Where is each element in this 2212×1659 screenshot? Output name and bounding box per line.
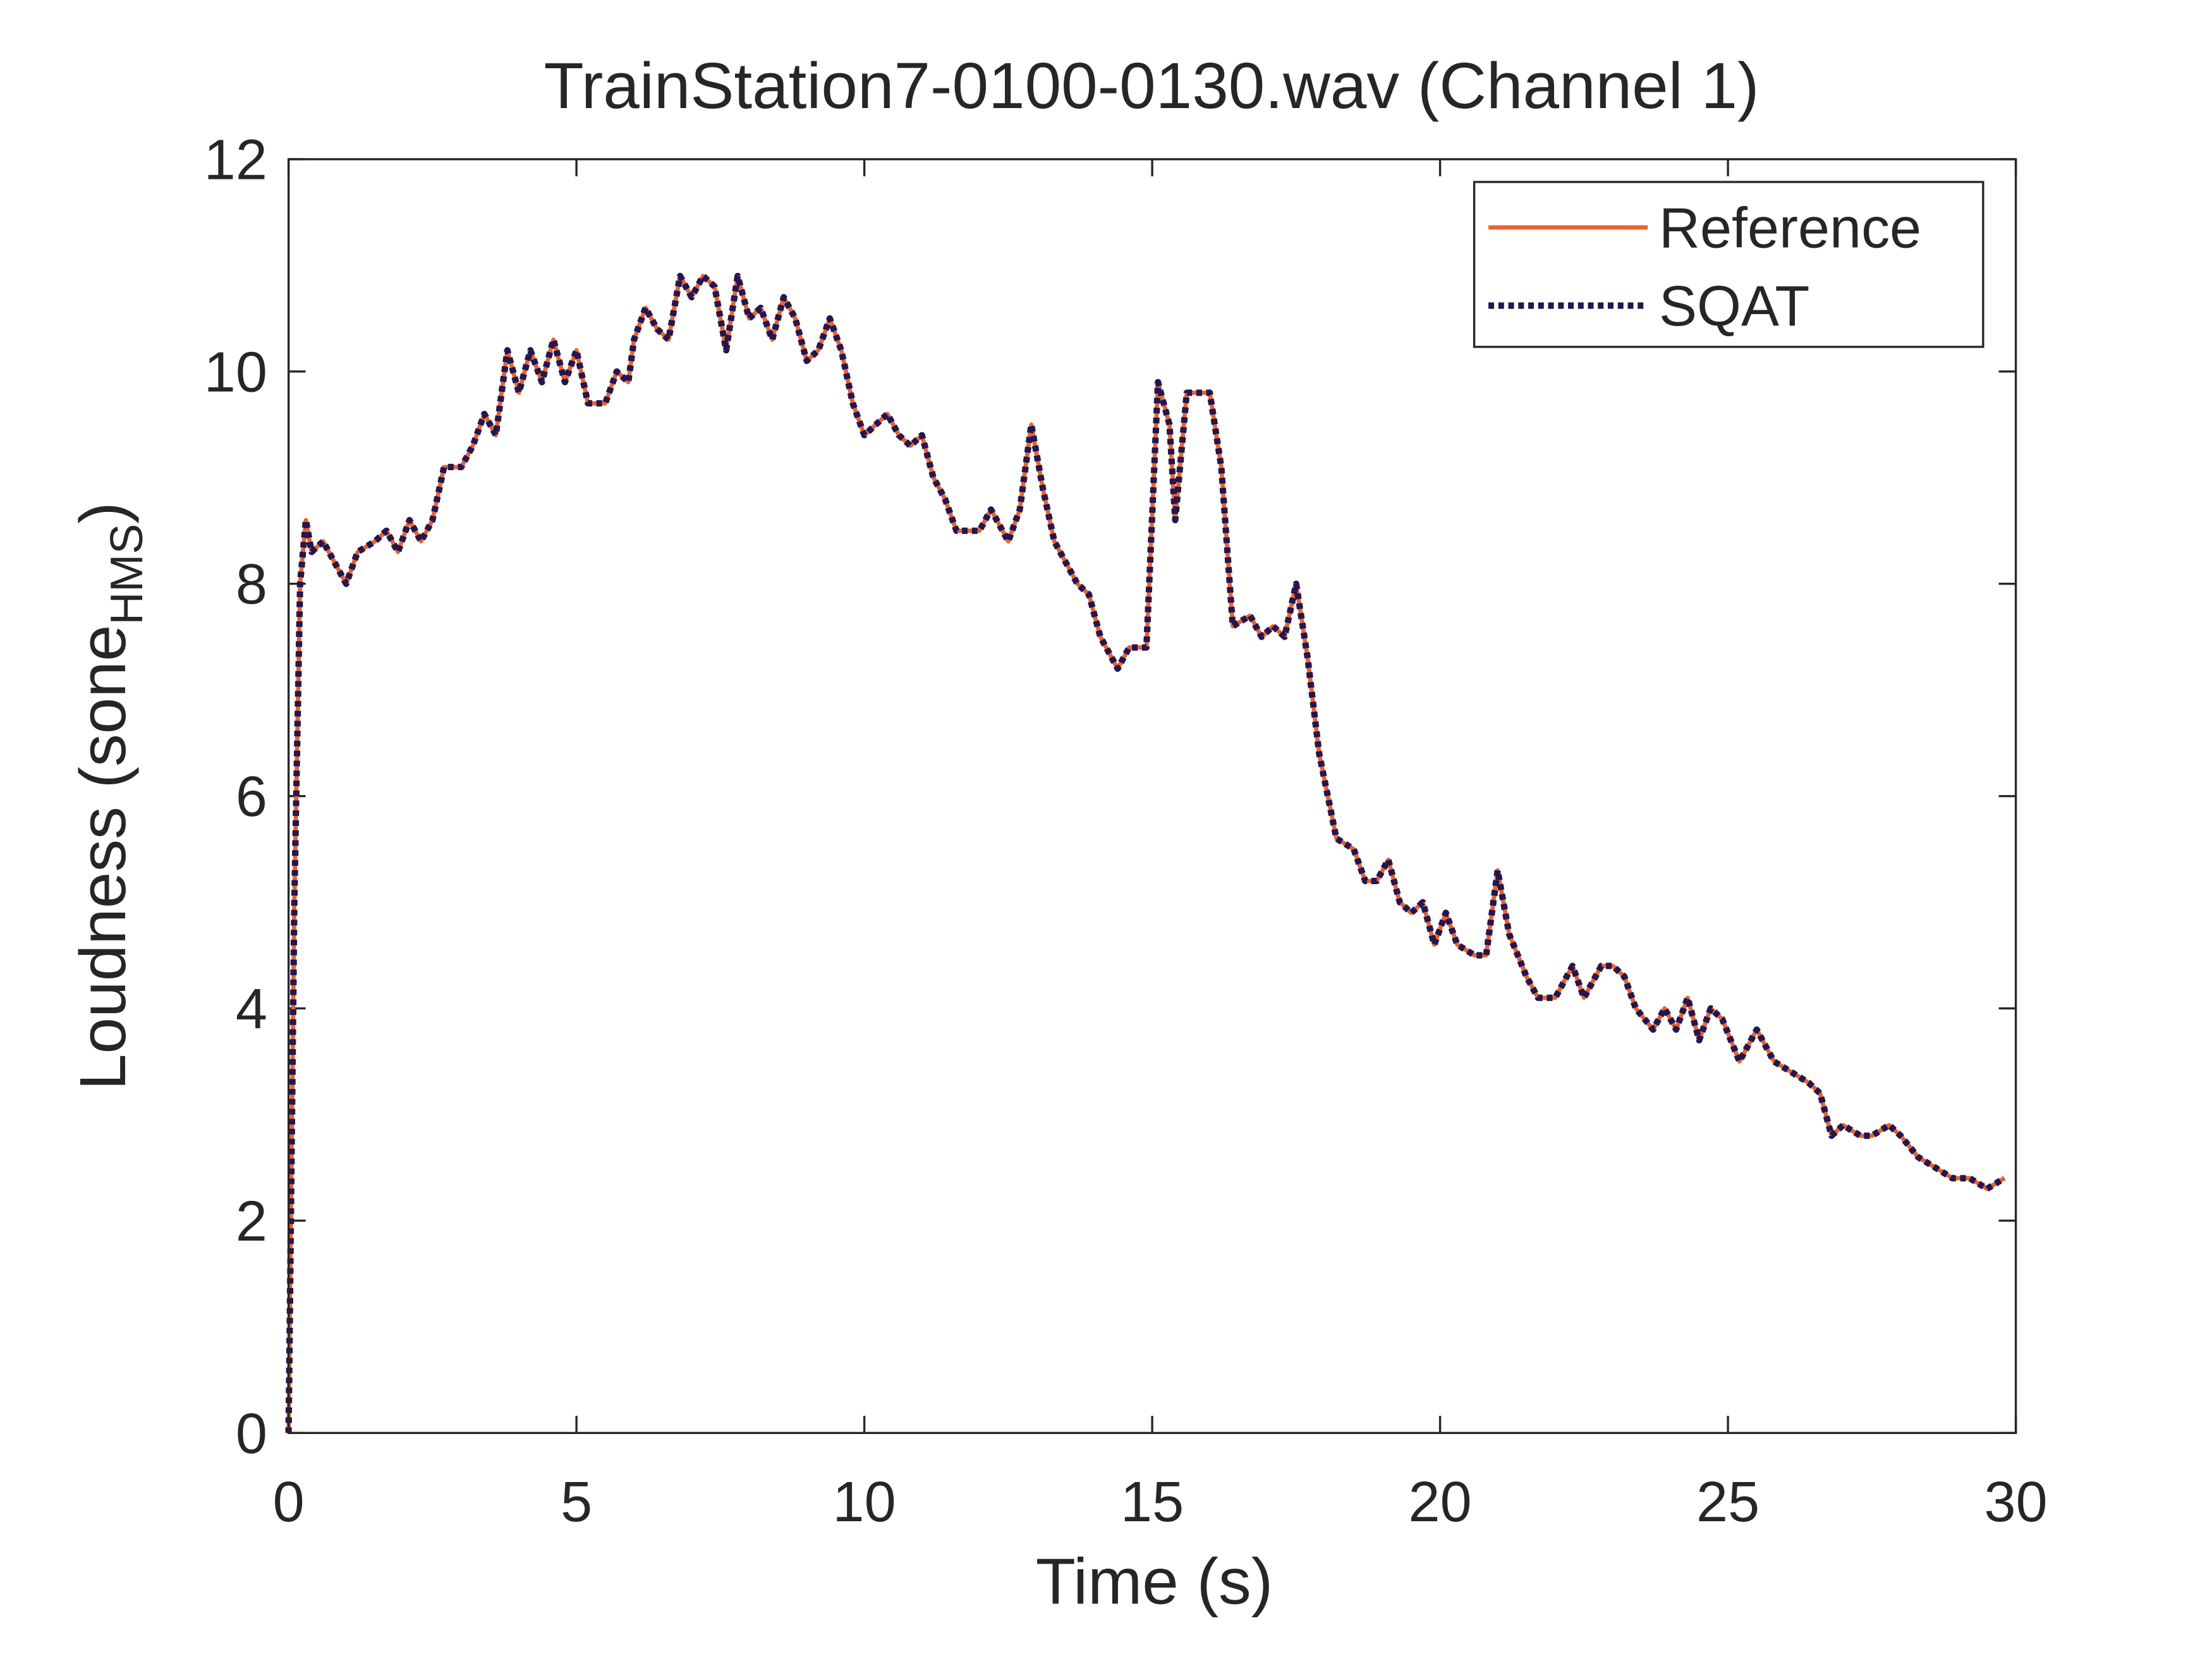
plot-area <box>288 159 2016 1433</box>
x-tick-label: 5 <box>561 1471 592 1534</box>
y-tick-label: 4 <box>236 978 267 1041</box>
y-tick-label: 6 <box>236 765 267 829</box>
axes-box <box>287 158 2017 1435</box>
x-tick-label: 10 <box>833 1471 896 1534</box>
legend-label: SQAT <box>1659 275 1809 338</box>
x-tick-label: 20 <box>1409 1471 1472 1534</box>
y-label-main: Loudness (sone <box>66 625 139 1090</box>
y-label-sub: HMS <box>102 524 152 625</box>
data-line <box>285 272 2007 1433</box>
x-tick-label: 30 <box>1984 1471 2048 1534</box>
x-tick-label: 0 <box>273 1471 305 1534</box>
y-tick-label: 12 <box>204 128 267 191</box>
legend-label: Reference <box>1659 197 1921 260</box>
y-tick-label: 2 <box>236 1190 267 1253</box>
y-tick-label: 8 <box>236 553 267 616</box>
chart-title: TrainStation7-0100-0130.wav (Channel 1) <box>544 49 1759 122</box>
y-axis-label: Loudness (soneHMS) <box>66 502 152 1090</box>
x-axis-label: Time (s) <box>1036 1544 1273 1617</box>
legend-box <box>1473 181 1984 348</box>
x-tick-label: 25 <box>1696 1471 1759 1534</box>
x-tick-label: 15 <box>1121 1471 1184 1534</box>
y-tick-label: 10 <box>204 341 267 404</box>
y-tick-label: 0 <box>236 1402 267 1466</box>
y-label-end: ) <box>66 502 139 523</box>
